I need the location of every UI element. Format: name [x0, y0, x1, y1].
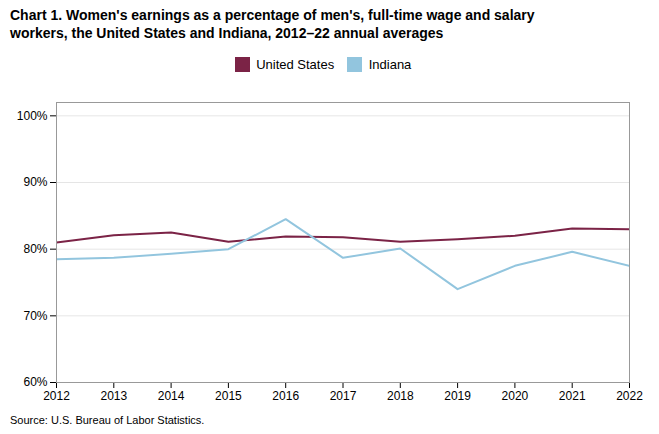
svg-text:90%: 90%: [23, 175, 47, 189]
svg-text:2018: 2018: [387, 389, 414, 403]
svg-text:2016: 2016: [272, 389, 299, 403]
svg-text:2013: 2013: [100, 389, 127, 403]
svg-text:80%: 80%: [23, 242, 47, 256]
svg-text:2015: 2015: [215, 389, 242, 403]
html-text:workers, the United States and: workers, the United States and Indiana, …: [10, 25, 444, 41]
svg-text:60%: 60%: [23, 375, 47, 389]
svg-text:2017: 2017: [330, 389, 357, 403]
svg-text:2019: 2019: [444, 389, 471, 403]
svg-text:70%: 70%: [23, 308, 47, 322]
svg-text:2021: 2021: [559, 389, 586, 403]
svg-text:100%: 100%: [17, 108, 48, 122]
svg-text:2012: 2012: [43, 389, 70, 403]
html-text:Chart 1. Women's earnings as a: Chart 1. Women's earnings as a percentag…: [10, 7, 535, 23]
svg-text:2014: 2014: [158, 389, 185, 403]
svg-text:2020: 2020: [502, 389, 529, 403]
svg-text:2022: 2022: [616, 389, 643, 403]
html-text:Source: U.S. Bureau of Labor S: Source: U.S. Bureau of Labor Statistics.: [10, 413, 205, 426]
html-text:United States: United States: [256, 57, 335, 72]
html-text:Indiana: Indiana: [368, 57, 412, 72]
